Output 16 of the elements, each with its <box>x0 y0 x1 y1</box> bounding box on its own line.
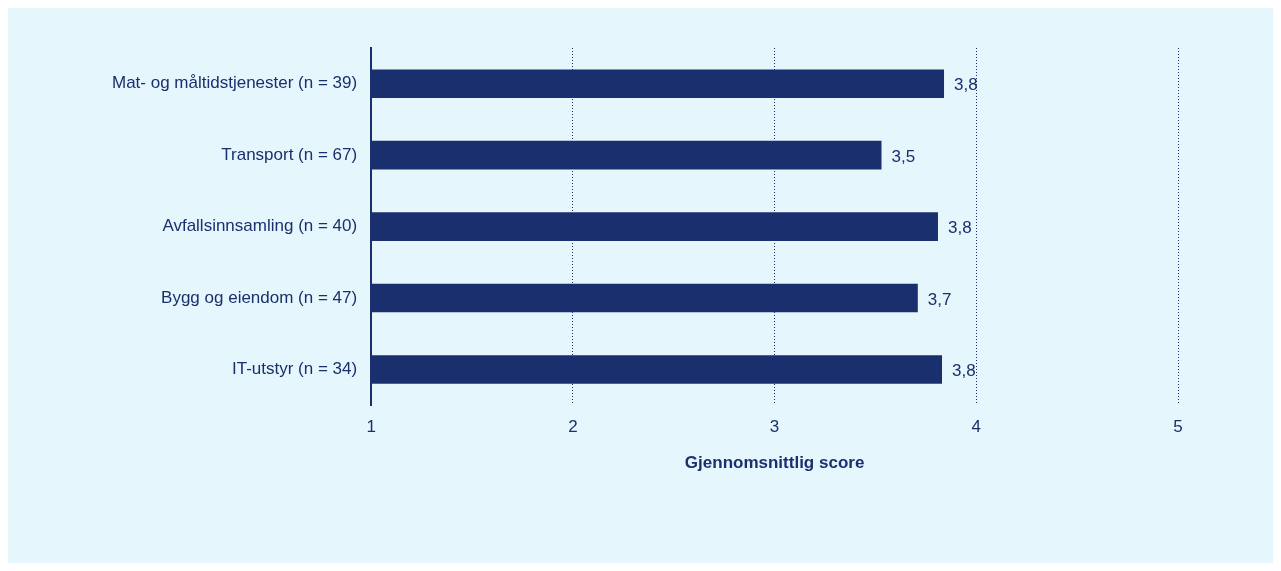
data-label: 3,8 <box>947 218 972 238</box>
x-tick-label: 2 <box>568 417 578 437</box>
y-tick-label: Transport (n = 67) <box>221 144 358 164</box>
x-tick-label: 5 <box>1173 417 1183 437</box>
data-label: 3,8 <box>952 361 976 381</box>
data-label: 3,8 <box>954 75 978 95</box>
x-tick-label: 3 <box>769 417 780 437</box>
y-tick-label: Bygg og eiendom (n = 47) <box>161 287 358 307</box>
y-tick-label: IT-utstyr (n = 34) <box>232 359 358 379</box>
x-tick-label: 1 <box>366 417 376 437</box>
x-tick-label: 4 <box>971 417 982 437</box>
data-label: 3,7 <box>927 289 952 309</box>
y-tick-label: Mat- og måltidstjenester (n = 39) <box>111 73 358 93</box>
data-label: 3,5 <box>891 146 916 166</box>
y-tick-label: Avfallsinnsamling (n = 40) <box>162 216 358 236</box>
x-axis-title: Gjennomsnittlig score <box>684 453 865 473</box>
